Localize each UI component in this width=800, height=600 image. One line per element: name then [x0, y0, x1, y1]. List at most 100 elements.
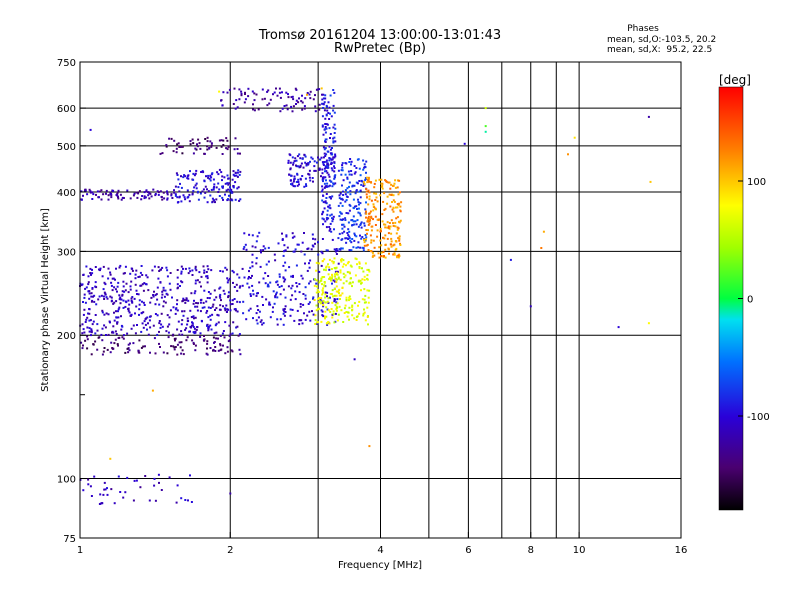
data-point — [88, 319, 91, 322]
data-point — [219, 349, 222, 352]
data-point — [328, 157, 331, 159]
data-point — [284, 269, 287, 272]
data-point — [128, 311, 131, 314]
data-point — [336, 249, 339, 252]
data-point — [315, 291, 318, 294]
data-point — [348, 237, 351, 240]
data-point — [229, 189, 232, 192]
data-point — [264, 247, 267, 250]
data-point — [177, 178, 180, 181]
data-point — [201, 190, 204, 193]
data-point — [100, 333, 103, 336]
data-point — [367, 249, 370, 251]
data-point — [168, 323, 171, 326]
data-point — [184, 198, 187, 201]
data-point — [301, 108, 304, 111]
data-point — [202, 339, 205, 342]
data-point — [195, 328, 198, 331]
data-point — [227, 294, 230, 297]
data-point — [344, 162, 347, 164]
data-point — [373, 246, 376, 249]
data-point — [194, 279, 197, 282]
data-point — [349, 264, 352, 267]
data-point — [393, 252, 396, 255]
data-point — [118, 294, 121, 297]
data-point — [172, 345, 175, 348]
data-point — [332, 295, 334, 298]
data-point — [176, 353, 179, 356]
data-point — [333, 111, 336, 114]
data-point — [352, 207, 355, 210]
data-point — [341, 204, 344, 207]
data-point — [154, 194, 157, 197]
data-point — [109, 321, 111, 324]
data-point — [397, 179, 399, 182]
data-point — [322, 103, 325, 106]
data-point — [244, 93, 246, 95]
data-point — [359, 234, 361, 237]
data-point — [248, 286, 251, 289]
data-point — [338, 294, 341, 297]
data-point — [335, 266, 338, 269]
data-point — [228, 324, 231, 327]
data-point — [159, 281, 162, 284]
data-point — [322, 223, 324, 226]
data-point — [236, 310, 239, 313]
data-point — [121, 325, 124, 328]
data-point — [269, 316, 272, 319]
stats-line-o: mean, sd,O:-103.5, 20.2 — [607, 35, 716, 45]
data-point — [121, 336, 124, 339]
data-point — [147, 194, 150, 197]
data-point — [325, 104, 328, 107]
data-point — [126, 189, 129, 192]
data-point — [220, 145, 223, 148]
data-point — [357, 211, 360, 214]
data-point — [212, 178, 215, 181]
data-point — [375, 208, 377, 211]
data-point — [540, 247, 543, 249]
data-point — [370, 241, 373, 244]
data-point — [647, 322, 650, 325]
y-tick-label: 400 — [57, 188, 76, 199]
data-point — [388, 222, 391, 224]
data-point — [192, 341, 195, 344]
data-point — [335, 301, 338, 304]
colorbar-tick-label: 0 — [747, 295, 753, 306]
data-point — [206, 310, 209, 312]
data-point — [321, 293, 324, 296]
data-point — [244, 91, 246, 94]
data-point — [238, 333, 241, 336]
data-point — [149, 301, 152, 304]
data-point — [348, 296, 351, 299]
data-point — [332, 313, 335, 316]
data-point — [296, 285, 299, 288]
data-point — [209, 318, 212, 321]
data-point — [97, 298, 100, 301]
data-point — [118, 266, 121, 269]
data-point — [113, 301, 116, 304]
data-point — [112, 302, 115, 305]
data-point — [174, 339, 176, 342]
data-point — [240, 90, 243, 93]
data-point — [82, 344, 84, 347]
data-point — [353, 184, 356, 187]
data-point — [228, 88, 231, 91]
data-point — [266, 104, 269, 107]
data-point — [353, 232, 356, 235]
data-point — [117, 189, 120, 192]
data-point — [193, 332, 196, 335]
data-point — [306, 92, 309, 94]
data-point — [289, 314, 292, 317]
data-point — [322, 176, 325, 179]
data-point — [105, 334, 107, 336]
data-point — [320, 297, 323, 300]
data-point — [257, 292, 259, 295]
data-point — [358, 300, 361, 303]
data-point — [334, 280, 336, 283]
data-point — [229, 333, 232, 336]
data-point — [333, 175, 336, 178]
data-point — [278, 273, 281, 276]
data-point — [90, 334, 92, 337]
data-point — [207, 327, 210, 330]
data-point — [267, 89, 270, 92]
